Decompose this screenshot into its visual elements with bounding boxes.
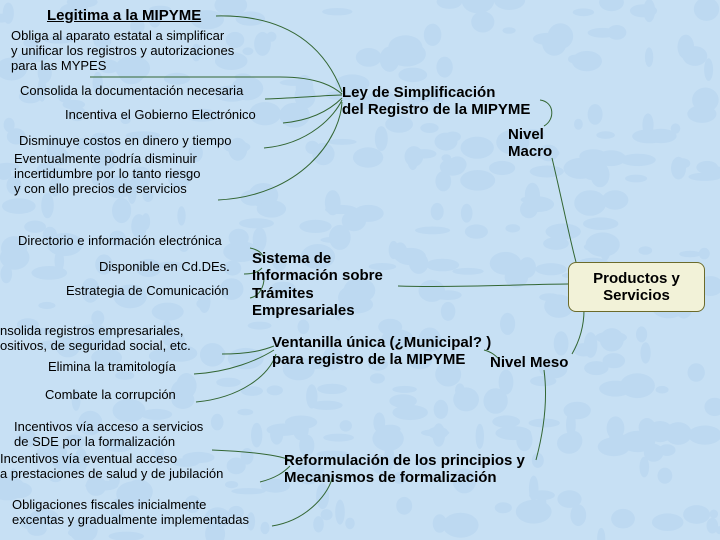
label-incentivos-sde: Incentivos vía acceso a servicios de SDE… — [14, 420, 203, 450]
label-eventualmente: Eventualmente podría disminuir incertidu… — [14, 152, 200, 197]
label-estrategia: Estrategia de Comunicación — [66, 284, 229, 299]
label-ley-simp: Ley de Simplificación del Registro de la… — [342, 84, 530, 119]
label-nsolida-reg: nsolida registros empresariales, ositivo… — [0, 324, 191, 354]
label-nivel-macro: Nivel Macro — [508, 126, 552, 161]
label-elimina: Elimina la tramitología — [48, 360, 176, 375]
label-directorio: Directorio e información electrónica — [18, 234, 222, 249]
label-combate: Combate la corrupción — [45, 388, 176, 403]
products-box: Productos y Servicios — [568, 262, 705, 312]
label-incentiva-gob: Incentiva el Gobierno Electrónico — [65, 108, 256, 123]
label-incentivos-prest: Incentivos vía eventual acceso a prestac… — [0, 452, 223, 482]
label-ventanilla: Ventanilla única (¿Municipal? ) para reg… — [272, 334, 491, 369]
label-obliga: Obliga al aparato estatal a simplificar … — [11, 29, 234, 74]
label-reformulacion: Reformulación de los principios y Mecani… — [284, 452, 525, 487]
label-disponible: Disponible en Cd.DEs. — [99, 260, 230, 275]
label-sistema-info: Sistema de Información sobre Trámites Em… — [252, 250, 383, 319]
label-legitima: Legitima a la MIPYME — [47, 7, 201, 24]
label-nivel-meso: Nivel Meso — [490, 354, 568, 371]
label-disminuye: Disminuye costos en dinero y tiempo — [19, 134, 231, 149]
mindmap-stage: Productos y Servicios Legitima a la MIPY… — [0, 0, 720, 540]
label-obligaciones: Obligaciones fiscales inicialmente excen… — [12, 498, 249, 528]
label-consolida-doc: Consolida la documentación necesaria — [20, 84, 243, 99]
